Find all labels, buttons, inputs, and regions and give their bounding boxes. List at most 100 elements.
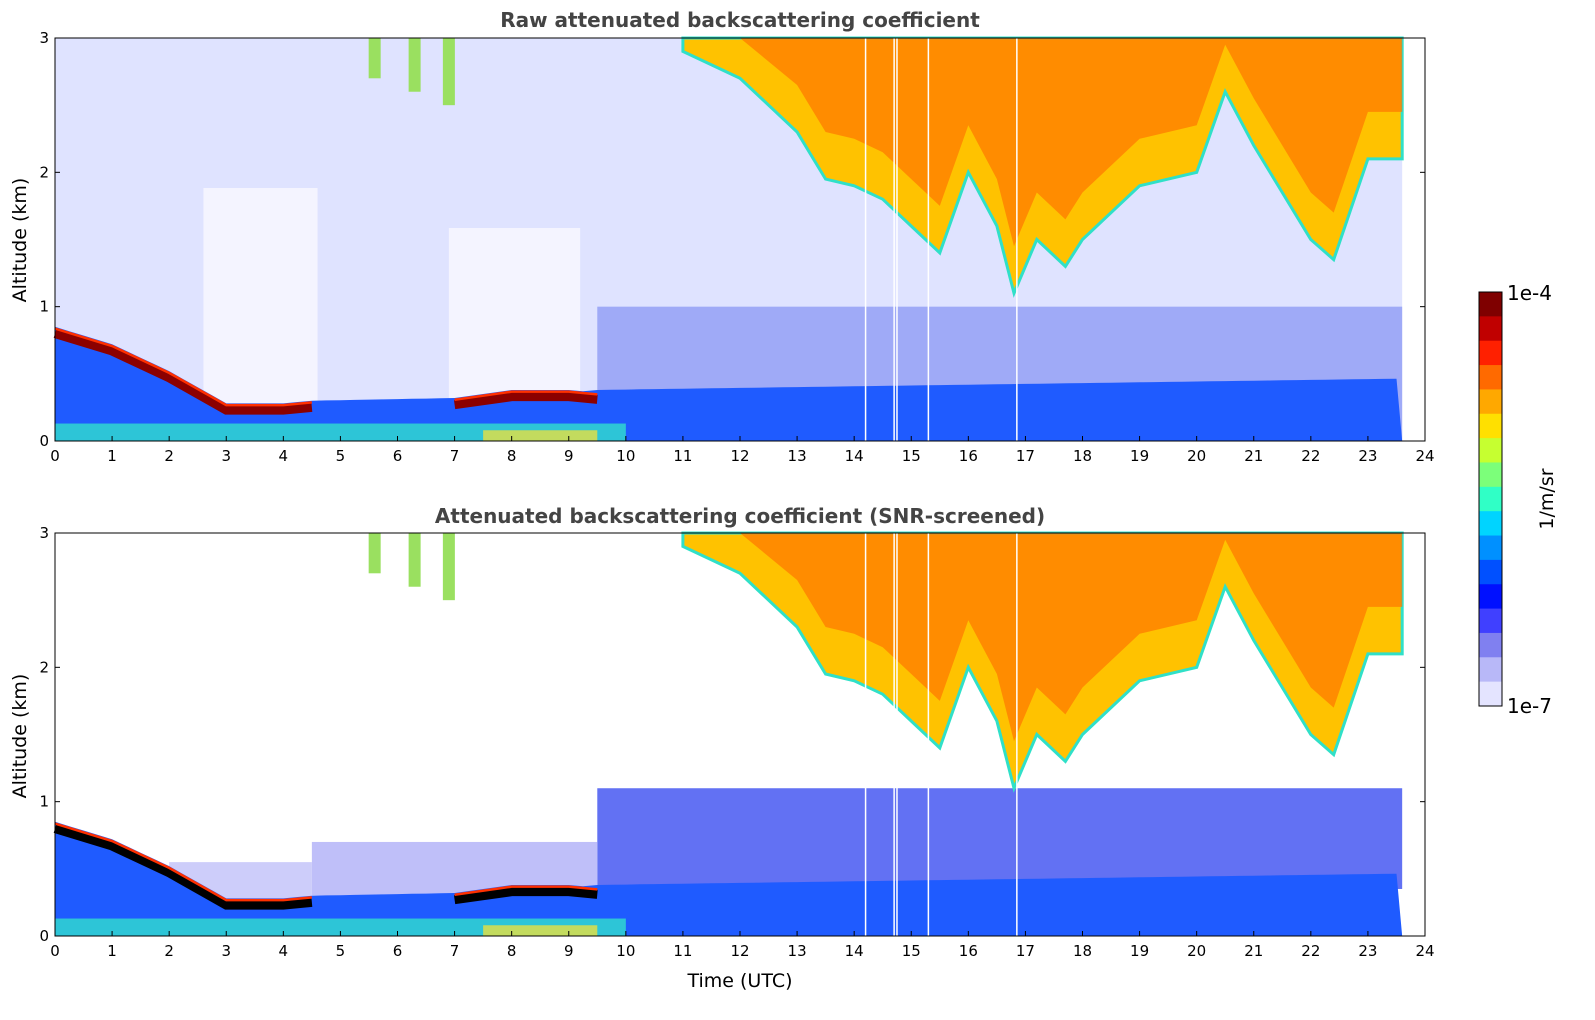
x-tick-label: 23 <box>1358 447 1377 465</box>
panel-title: Raw attenuated backscattering coefficien… <box>500 8 980 32</box>
y-axis-label: Altitude (km) <box>9 178 31 303</box>
colorbar-label: 1/m/sr <box>1536 468 1558 529</box>
colorbar-cell <box>1479 413 1502 439</box>
x-tick-label: 17 <box>1016 942 1035 960</box>
colorbar-cell <box>1479 584 1502 610</box>
y-tick-label: 3 <box>39 29 49 47</box>
panel-screened: Attenuated backscattering coefficient (S… <box>9 504 1435 992</box>
y-tick-label: 2 <box>39 658 49 676</box>
x-axis: 0 1 2 3 4 5 6 7 8 9 10 11 12 13 14 15 16 17 18 19 20 21 22 23 24 <box>50 436 1435 465</box>
x-tick-label: 15 <box>902 447 921 465</box>
boundary-layer <box>55 326 1403 441</box>
surface-band <box>483 925 598 936</box>
x-tick-label: 11 <box>673 447 692 465</box>
x-tick-label: 17 <box>1016 447 1035 465</box>
y-tick-label: 1 <box>39 793 49 811</box>
heatmap-area <box>53 531 1404 936</box>
x-tick-label: 6 <box>393 447 403 465</box>
x-tick-label: 7 <box>450 942 460 960</box>
x-tick-label: 9 <box>564 942 574 960</box>
x-tick-label: 21 <box>1244 942 1263 960</box>
y-axis-label: Altitude (km) <box>9 674 31 799</box>
y-tick-label: 2 <box>39 163 49 181</box>
colorbar-cell <box>1479 681 1502 707</box>
strong-layer <box>53 329 598 415</box>
cloud-streak <box>442 38 455 106</box>
colorbar-cell <box>1479 559 1502 585</box>
colorbar-cell <box>1479 486 1502 512</box>
panel-title: Attenuated backscattering coefficient (S… <box>435 504 1045 528</box>
cloud-streak <box>368 38 381 79</box>
x-tick-label: 4 <box>279 942 289 960</box>
cloud-streak <box>408 533 421 587</box>
x-tick-label: 13 <box>788 447 807 465</box>
x-tick-label: 2 <box>164 942 174 960</box>
x-tick-label: 3 <box>221 447 231 465</box>
y-axis: 0 1 2 3 <box>39 29 1425 450</box>
colorbar-scale <box>1479 292 1502 707</box>
y-axis: 0 1 2 3 <box>39 524 1425 945</box>
x-tick-label: 9 <box>564 447 574 465</box>
x-tick-label: 8 <box>507 447 517 465</box>
colorbar-cell <box>1479 657 1502 683</box>
clear-region <box>203 188 318 441</box>
x-tick-label: 1 <box>107 447 117 465</box>
colorbar-min-label: 1e-7 <box>1507 694 1552 718</box>
x-tick-label: 6 <box>393 942 403 960</box>
layer-edge <box>54 822 598 902</box>
layer-edge <box>54 327 598 407</box>
colorbar-max-label: 1e-4 <box>1507 281 1552 305</box>
y-tick-label: 3 <box>39 524 49 542</box>
x-tick-label: 11 <box>673 942 692 960</box>
surface-band <box>483 430 598 441</box>
panel-raw: Raw attenuated backscattering coefficien… <box>9 8 1435 465</box>
x-axis-label: Time (UTC) <box>686 970 792 992</box>
x-tick-label: 22 <box>1301 447 1320 465</box>
cloud-streak <box>368 533 381 574</box>
x-tick-label: 20 <box>1187 942 1206 960</box>
x-tick-label: 16 <box>959 447 978 465</box>
x-tick-label: 14 <box>845 447 864 465</box>
colorbar-cell <box>1479 632 1502 658</box>
y-tick-label: 0 <box>39 927 49 945</box>
x-tick-label: 16 <box>959 942 978 960</box>
colorbar-cell <box>1479 608 1502 634</box>
colorbar-cell <box>1479 389 1502 415</box>
x-tick-label: 5 <box>336 942 346 960</box>
colorbar-cell <box>1479 511 1502 537</box>
x-tick-label: 21 <box>1244 447 1263 465</box>
x-tick-label: 18 <box>1073 447 1092 465</box>
x-tick-label: 15 <box>902 942 921 960</box>
colorbar-cell <box>1479 535 1502 561</box>
heatmap-area <box>53 36 1404 441</box>
x-tick-label: 23 <box>1358 942 1377 960</box>
colorbar-cell <box>1479 340 1502 366</box>
x-tick-label: 24 <box>1415 942 1434 960</box>
colorbar-frame <box>1478 291 1503 707</box>
colorbar-cell <box>1479 316 1502 342</box>
y-tick-label: 0 <box>39 432 49 450</box>
y-tick-label: 1 <box>39 298 49 316</box>
colorbar-cell <box>1479 365 1502 390</box>
x-tick-label: 19 <box>1130 447 1149 465</box>
x-tick-label: 4 <box>279 447 289 465</box>
colorbar-cell <box>1479 462 1502 488</box>
aerosol-layer <box>597 788 1403 889</box>
cloud-core <box>711 38 1403 247</box>
strong-layer <box>53 824 598 910</box>
cloud-streak <box>442 533 455 601</box>
colorbar: 1e-4 1e-7 1/m/sr <box>1478 281 1558 718</box>
x-tick-label: 7 <box>450 447 460 465</box>
x-tick-label: 13 <box>788 942 807 960</box>
x-tick-label: 0 <box>50 447 60 465</box>
colorbar-cell <box>1479 438 1502 463</box>
x-tick-label: 10 <box>616 447 635 465</box>
colorbar-cell <box>1479 292 1502 317</box>
x-tick-label: 0 <box>50 942 60 960</box>
x-tick-label: 12 <box>730 942 749 960</box>
x-axis: 0 1 2 3 4 5 6 7 8 9 10 11 12 13 14 15 16 17 18 19 20 21 22 23 24 <box>50 931 1435 960</box>
x-tick-label: 20 <box>1187 447 1206 465</box>
cloud-core <box>711 533 1403 742</box>
x-tick-label: 22 <box>1301 942 1320 960</box>
